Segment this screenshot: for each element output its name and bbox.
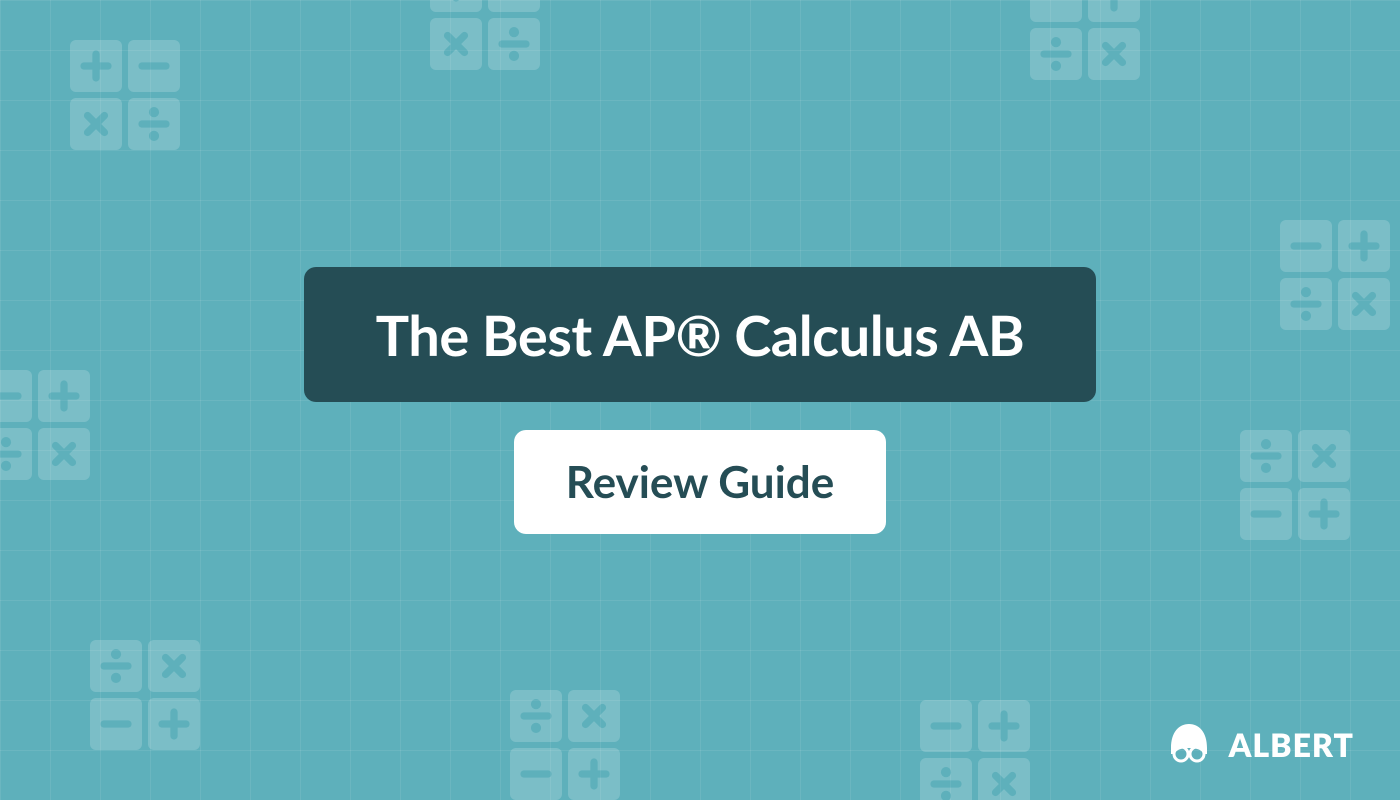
subtitle-box: Review Guide [514,430,887,534]
albert-face-icon [1163,718,1215,770]
subtitle-text: Review Guide [566,456,835,508]
brand-logo: ALBERT [1163,718,1354,770]
logo-text: ALBERT [1229,725,1354,764]
content-area: The Best AP® Calculus AB Review Guide [0,0,1400,800]
title-text: The Best AP® Calculus AB [376,301,1025,368]
title-box: The Best AP® Calculus AB [304,267,1097,402]
